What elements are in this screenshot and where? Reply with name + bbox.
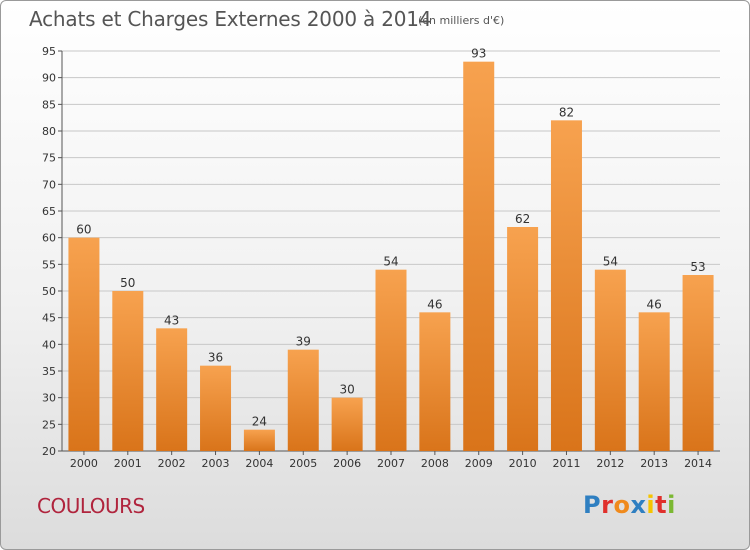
bar bbox=[375, 269, 407, 451]
commune-name: COULOURS bbox=[37, 494, 145, 518]
logo-letter: x bbox=[630, 491, 647, 519]
x-tick-label: 2009 bbox=[465, 457, 493, 470]
y-tick-label: 80 bbox=[42, 125, 56, 138]
proxiti-logo[interactable]: Proxiti bbox=[583, 491, 676, 519]
bar bbox=[594, 269, 626, 451]
bar-value-label: 24 bbox=[252, 415, 267, 429]
bar bbox=[200, 365, 232, 451]
y-tick-label: 45 bbox=[42, 312, 56, 325]
y-tick-label: 20 bbox=[42, 445, 56, 458]
bar-value-label: 62 bbox=[515, 212, 530, 226]
x-tick-label: 2004 bbox=[245, 457, 273, 470]
bar bbox=[550, 120, 582, 451]
y-tick-label: 90 bbox=[42, 72, 56, 85]
y-tick-label: 75 bbox=[42, 152, 56, 165]
y-tick-label: 65 bbox=[42, 205, 56, 218]
logo-letter: t bbox=[655, 491, 668, 519]
bar bbox=[68, 237, 100, 451]
x-tick-label: 2014 bbox=[684, 457, 712, 470]
bar bbox=[507, 227, 539, 451]
y-tick-label: 85 bbox=[42, 98, 56, 111]
bar bbox=[243, 429, 275, 451]
bar bbox=[463, 61, 495, 452]
x-tick-label: 2008 bbox=[421, 457, 449, 470]
x-tick-label: 2006 bbox=[333, 457, 361, 470]
bar-value-label: 82 bbox=[559, 105, 574, 119]
y-tick-label: 40 bbox=[42, 338, 56, 351]
y-tick-label: 50 bbox=[42, 285, 56, 298]
bar-value-label: 43 bbox=[164, 313, 179, 327]
bar-value-label: 46 bbox=[427, 297, 442, 311]
bar bbox=[331, 397, 363, 451]
x-tick-label: 2012 bbox=[596, 457, 624, 470]
bar-value-label: 39 bbox=[296, 335, 311, 349]
chart-unit: (en milliers d'€) bbox=[418, 14, 505, 27]
bar-value-label: 60 bbox=[76, 223, 91, 237]
bar-value-label: 36 bbox=[208, 351, 223, 365]
x-tick-label: 2000 bbox=[70, 457, 98, 470]
bar bbox=[156, 328, 188, 451]
x-tick-label: 2013 bbox=[640, 457, 668, 470]
logo-letter: o bbox=[613, 491, 631, 519]
bar bbox=[419, 312, 451, 451]
x-tick-label: 2003 bbox=[202, 457, 230, 470]
y-tick-label: 60 bbox=[42, 232, 56, 245]
bar bbox=[112, 291, 144, 451]
logo-letter: P bbox=[583, 491, 602, 519]
logo-letter: r bbox=[601, 491, 614, 519]
x-tick-label: 2001 bbox=[114, 457, 142, 470]
y-tick-label: 25 bbox=[42, 418, 56, 431]
logo-letter: i bbox=[646, 491, 656, 519]
x-tick-label: 2005 bbox=[289, 457, 317, 470]
chart-title: Achats et Charges Externes 2000 à 2014 bbox=[29, 7, 432, 31]
bar-value-label: 54 bbox=[603, 255, 618, 269]
logo-letter: i bbox=[667, 491, 676, 519]
bar-value-label: 53 bbox=[690, 260, 705, 274]
y-tick-label: 70 bbox=[42, 178, 56, 191]
bar-value-label: 46 bbox=[647, 297, 662, 311]
y-tick-label: 30 bbox=[42, 392, 56, 405]
bar bbox=[682, 275, 714, 451]
x-tick-label: 2002 bbox=[158, 457, 186, 470]
x-tick-label: 2011 bbox=[552, 457, 580, 470]
bar-value-label: 30 bbox=[339, 383, 354, 397]
y-tick-label: 35 bbox=[42, 365, 56, 378]
y-tick-label: 95 bbox=[42, 45, 56, 58]
bar-value-label: 50 bbox=[120, 276, 135, 290]
bar bbox=[638, 312, 670, 451]
bar-value-label: 93 bbox=[471, 47, 486, 61]
y-tick-label: 55 bbox=[42, 258, 56, 271]
x-tick-label: 2010 bbox=[509, 457, 537, 470]
x-tick-label: 2007 bbox=[377, 457, 405, 470]
bar-value-label: 54 bbox=[383, 255, 398, 269]
bar bbox=[287, 349, 319, 451]
